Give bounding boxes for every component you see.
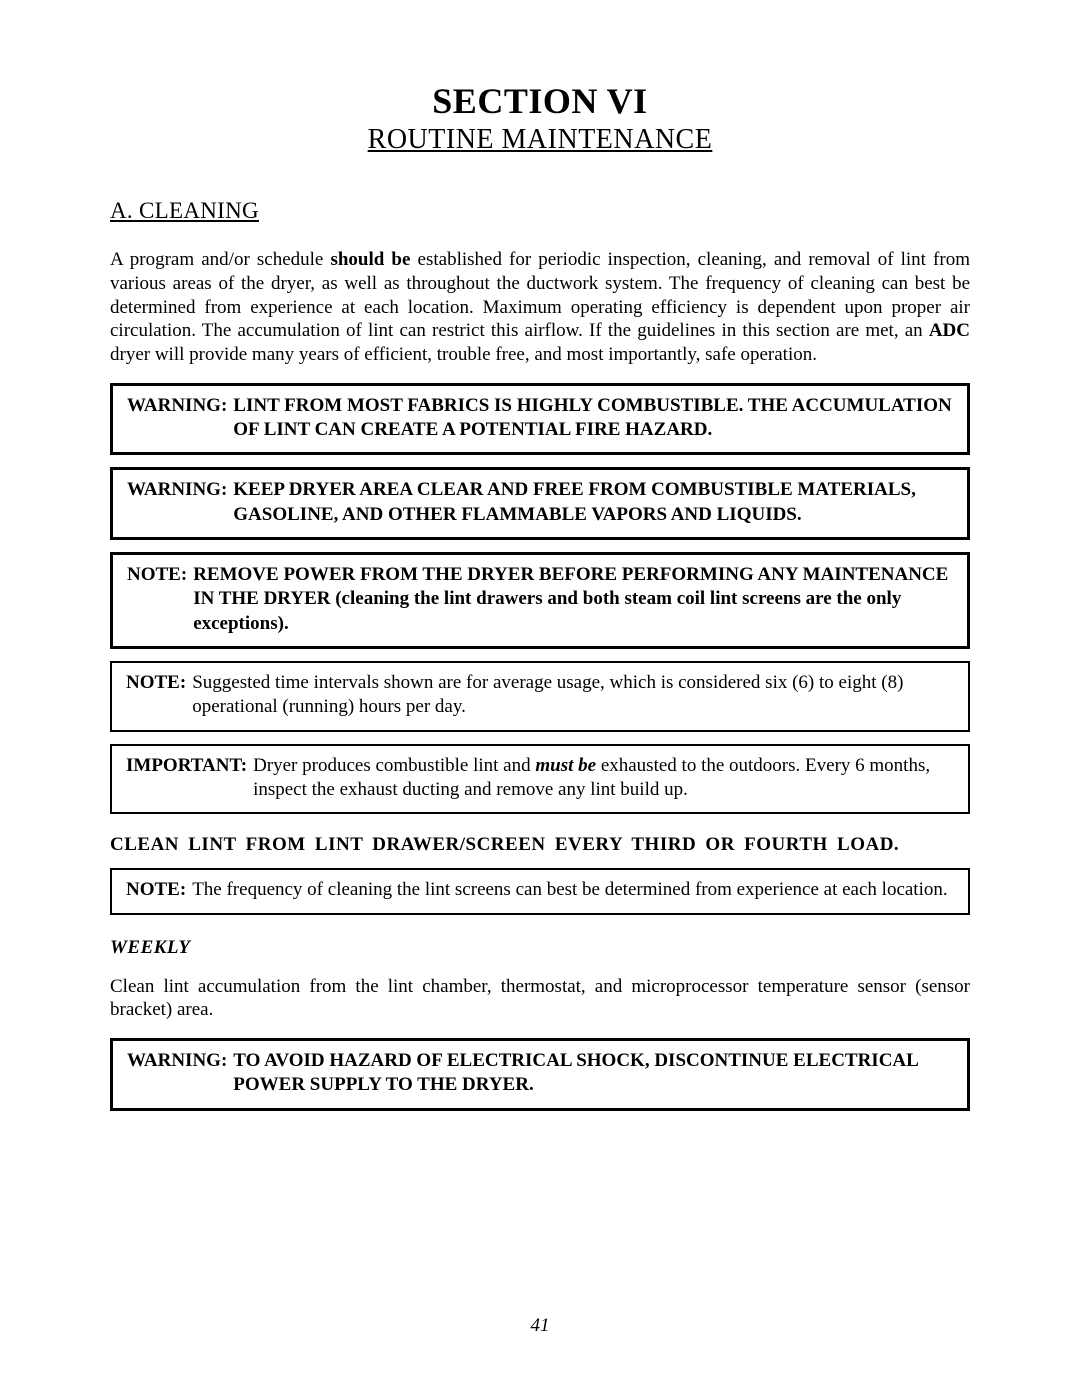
note-text: REMOVE POWER FROM THE DRYER BEFORE PERFO… <box>193 563 953 636</box>
intro-text-1: A program and/or schedule <box>110 249 330 270</box>
section-subtitle: ROUTINE MAINTENANCE <box>110 124 970 156</box>
warning-text: TO AVOID HAZARD OF ELECTRICAL SHOCK, DIS… <box>233 1049 953 1098</box>
clean-lint-line: CLEAN LINT FROM LINT DRAWER/SCREEN EVERY… <box>110 834 970 856</box>
important-label: IMPORTANT: <box>126 754 253 778</box>
page-number: 41 <box>0 1315 1080 1337</box>
note-label: NOTE: <box>127 563 193 587</box>
warning-box-2: WARNING: KEEP DRYER AREA CLEAR AND FREE … <box>110 467 970 540</box>
warning-label: WARNING: <box>127 394 233 418</box>
note-box-3: NOTE: The frequency of cleaning the lint… <box>110 868 970 914</box>
section-title: SECTION VI <box>110 80 970 122</box>
intro-bold-2: ADC <box>929 320 970 341</box>
warning-text: KEEP DRYER AREA CLEAR AND FREE FROM COMB… <box>233 478 953 527</box>
note-label: NOTE: <box>126 878 192 902</box>
note-text: Suggested time intervals shown are for a… <box>192 671 954 720</box>
intro-bold-1: should be <box>330 249 410 270</box>
warning-box-1: WARNING: LINT FROM MOST FABRICS IS HIGHL… <box>110 383 970 456</box>
warning-text: LINT FROM MOST FABRICS IS HIGHLY COMBUST… <box>233 394 953 443</box>
important-box: IMPORTANT: Dryer produces combustible li… <box>110 744 970 815</box>
intro-paragraph: A program and/or schedule should be esta… <box>110 248 970 367</box>
important-text: Dryer produces combustible lint and must… <box>253 754 954 803</box>
note-box-1: NOTE: REMOVE POWER FROM THE DRYER BEFORE… <box>110 552 970 649</box>
important-italbold: must be <box>535 755 596 776</box>
manual-page: SECTION VI ROUTINE MAINTENANCE A. CLEANI… <box>0 0 1080 1397</box>
subheading-cleaning: A. CLEANING <box>110 198 970 224</box>
note-label: NOTE: <box>126 671 192 695</box>
weekly-paragraph: Clean lint accumulation from the lint ch… <box>110 975 970 1023</box>
weekly-heading: WEEKLY <box>110 937 970 959</box>
warning-label: WARNING: <box>127 478 233 502</box>
note-text: The frequency of cleaning the lint scree… <box>192 878 954 902</box>
warning-box-3: WARNING: TO AVOID HAZARD OF ELECTRICAL S… <box>110 1038 970 1111</box>
warning-label: WARNING: <box>127 1049 233 1073</box>
note-box-2: NOTE: Suggested time intervals shown are… <box>110 661 970 732</box>
important-t1: Dryer produces combustible lint and <box>253 755 535 776</box>
intro-text-3: dryer will provide many years of efficie… <box>110 344 817 365</box>
